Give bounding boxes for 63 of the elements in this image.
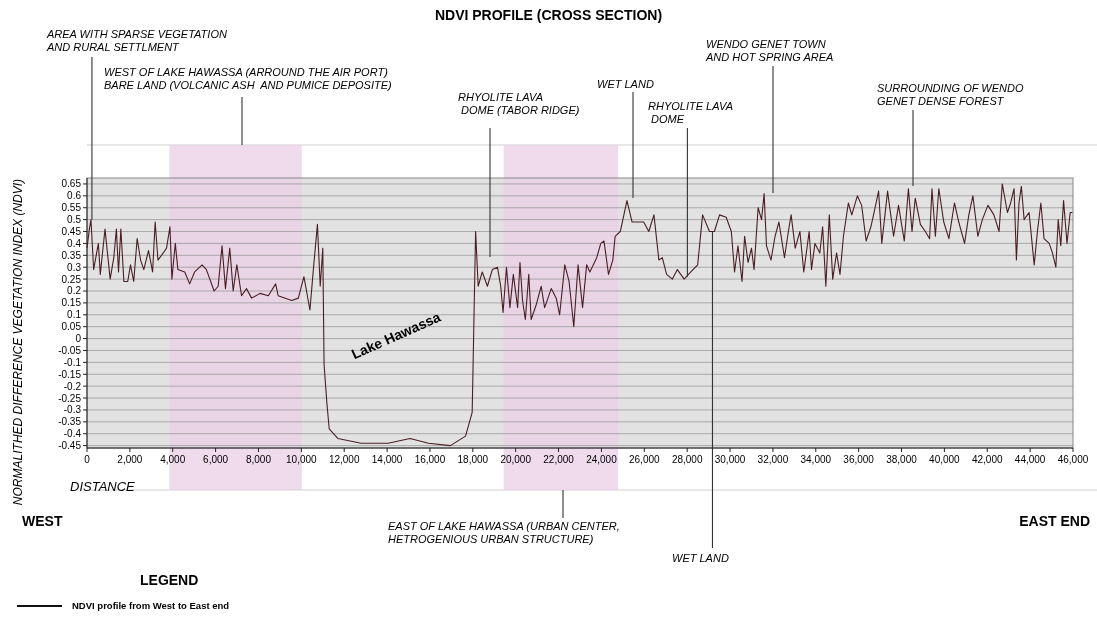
x-tick-label: 40,000 [929, 454, 961, 465]
text: EAST OF LAKE HAWASSA (URBAN CENTER, HETROGENIOUS URBAN STRUCTURE) [388, 520, 620, 545]
text: WEST [22, 513, 63, 529]
x-tick-label: 16,000 [414, 454, 446, 465]
y-tick-label: 0.45 [61, 226, 82, 238]
y-tick-label: -0.15 [58, 368, 82, 380]
y-tick-label: 0.35 [61, 249, 82, 261]
y-axis-title: NORMALITHED DIFFERENCE VEGETATION INDEX (NDVI) [11, 178, 25, 506]
x-tick-label: 14,000 [371, 454, 403, 465]
y-tick-label: -0.3 [63, 404, 82, 416]
text: WET LAND [597, 78, 654, 90]
y-tick-label: 0.6 [67, 190, 82, 202]
x-tick-label: 36,000 [843, 454, 875, 465]
text: SURROUNDING OF WENDO GENET DENSE FOREST [877, 82, 1024, 107]
x-tick-label: 12,000 [328, 454, 360, 465]
x-tick-label: 4,000 [160, 454, 186, 465]
y-tick-label: 0.25 [61, 273, 82, 285]
x-tick-label: 44,000 [1014, 454, 1046, 465]
x-tick-label: 34,000 [800, 454, 832, 465]
y-tick-label: -0.25 [58, 392, 82, 404]
annotation: AREA WITH SPARSE VEGETATION AND RURAL SETTLMENT [46, 28, 227, 53]
y-tick-label: 0.2 [67, 285, 82, 297]
x-tick-label: 2,000 [117, 454, 143, 465]
y-tick-label: -0.1 [63, 356, 82, 368]
x-tick-label: 24,000 [586, 454, 618, 465]
x-tick-label: 18,000 [457, 454, 489, 465]
text: RHYOLITE LAVA DOME (TABOR RIDGE) [458, 91, 580, 116]
annotation: RHYOLITE LAVA DOME [648, 100, 733, 125]
text: NDVI profile from West to East end [72, 600, 230, 611]
y-tick-label: 0.55 [61, 202, 82, 214]
x-tick-label: 20,000 [500, 454, 532, 465]
chart-title: NDVI PROFILE (CROSS SECTION) [434, 7, 663, 23]
x-tick-label: 28,000 [671, 454, 703, 465]
y-tick-label: 0.3 [67, 261, 82, 273]
y-tick-label: 0.15 [61, 297, 82, 309]
x-tick-label: 10,000 [286, 454, 318, 465]
y-tick-label: -0.35 [58, 416, 82, 428]
y-tick-label: 0.4 [67, 237, 82, 249]
text: EAST END [1019, 513, 1090, 529]
x-tick-label: 8,000 [245, 454, 272, 465]
x-tick-label: 42,000 [971, 454, 1003, 465]
x-tick-label: 26,000 [629, 454, 661, 465]
y-tick-label: -0.2 [63, 380, 82, 392]
x-tick-label: 6,000 [203, 454, 229, 465]
x-tick-label: 0 [84, 454, 91, 465]
y-tick-label: -0.05 [58, 344, 82, 356]
y-tick-label: 0 [75, 333, 82, 345]
text: WEST OF LAKE HAWASSA (ARROUND THE AIR PORT) BARE LAND (VOLCANIC ASH AND PUMICE DEPOSITE) [104, 66, 393, 91]
y-tick-label: 0.1 [67, 309, 82, 321]
x-tick-label: 22,000 [543, 454, 575, 465]
text: WENDO GENET TOWN AND HOT SPRING AREA [705, 38, 834, 63]
y-tick-label: -0.4 [63, 428, 82, 440]
x-tick-label: 30,000 [714, 454, 746, 465]
y-tick-label: 0.05 [61, 321, 82, 333]
x-tick-label: 38,000 [886, 454, 918, 465]
x-tick-label: 46,000 [1057, 454, 1089, 465]
x-axis-title: DISTANCE [70, 479, 136, 494]
legend-title: LEGEND [140, 572, 199, 588]
y-tick-label: 0.65 [61, 178, 82, 190]
x-tick-label: 32,000 [757, 454, 789, 465]
y-tick-label: -0.45 [58, 440, 82, 452]
y-tick-label: 0.5 [67, 214, 82, 226]
annotation: WET LAND [672, 552, 729, 564]
